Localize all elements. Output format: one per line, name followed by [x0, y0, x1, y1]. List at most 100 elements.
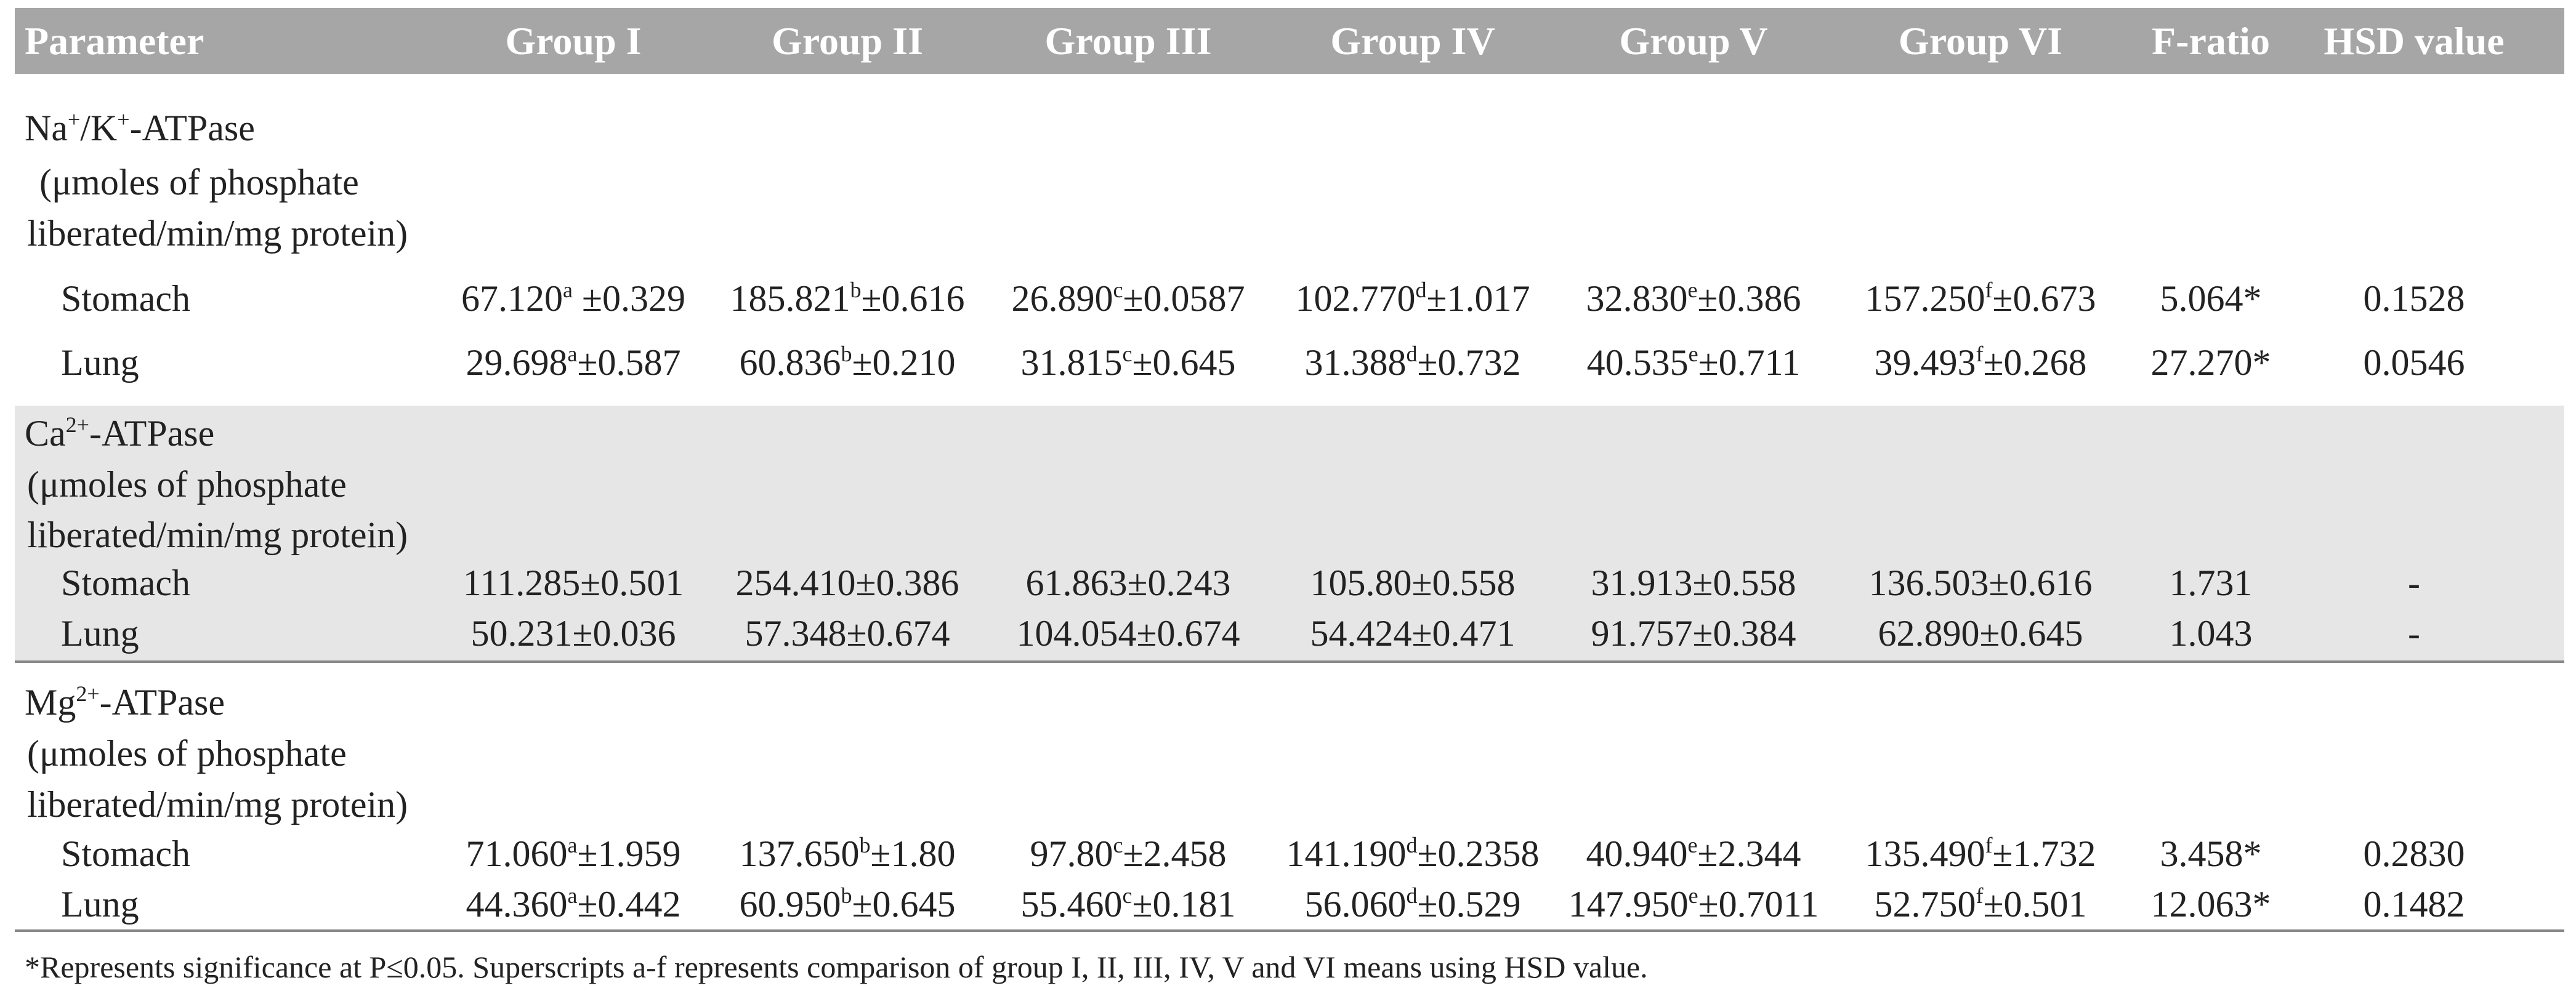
- cell: 147.950e±0.7011: [1569, 883, 1819, 923]
- sd: ±0.529: [1417, 884, 1521, 925]
- superscript: f: [1976, 883, 1984, 908]
- cell: 31.815c±0.645: [1021, 342, 1236, 383]
- sd: ±0.386: [855, 563, 959, 603]
- cell: 44.360a±0.442: [466, 883, 681, 925]
- mean: 54.424: [1310, 613, 1412, 654]
- mean: 111.285: [462, 563, 581, 603]
- superscript: e: [1688, 883, 1698, 908]
- column-header: Group II: [771, 19, 924, 63]
- cell: 157.250f±0.673: [1865, 278, 2096, 317]
- sd: ±0.384: [1692, 613, 1796, 654]
- text: -ATPase: [89, 413, 215, 454]
- parameter-name: Mg2+-ATPase: [25, 682, 225, 723]
- cell: 254.410±0.386: [736, 564, 959, 601]
- parameter-unit: liberated/min/mg protein): [27, 784, 408, 825]
- cell: 31.388d±0.732: [1305, 343, 1521, 381]
- sd: ±0.558: [1692, 563, 1796, 603]
- superscript: b: [850, 278, 862, 302]
- column-header: Group I: [505, 19, 642, 63]
- mean: 61.863: [1025, 563, 1128, 603]
- header-bar: [15, 8, 2564, 74]
- superscript: c: [1122, 883, 1133, 908]
- cell: 31.913±0.558: [1591, 564, 1796, 601]
- sd: ±0.645: [852, 884, 956, 925]
- cell: 136.503±0.616: [1869, 564, 2093, 601]
- cell: 60.950b±0.645: [740, 884, 956, 925]
- sd: ±1.732: [1992, 833, 2096, 874]
- mean: 91.757: [1591, 613, 1693, 654]
- cell: 141.190d±0.2358: [1286, 833, 1540, 874]
- sd: ±0.036: [572, 613, 676, 654]
- row-label: Stomach: [61, 278, 190, 319]
- superscript: f: [1985, 833, 1993, 857]
- superscript: c: [1113, 278, 1123, 302]
- sd: ±0.645: [1132, 342, 1236, 383]
- mean: 136.503: [1868, 563, 1989, 603]
- sd: ±0.645: [1979, 613, 2083, 654]
- section-shade: [15, 406, 2564, 662]
- mean: 26.890: [1011, 278, 1113, 319]
- sd: ±0.616: [861, 278, 965, 319]
- superscript: b: [859, 833, 871, 857]
- text: Na: [25, 108, 68, 148]
- superscript: +: [67, 107, 81, 132]
- superscript: f: [1985, 278, 1993, 302]
- mean: 137.650: [739, 833, 860, 874]
- column-header: Parameter: [25, 19, 204, 63]
- mean: 50.231: [470, 613, 573, 654]
- rule: [15, 660, 2564, 663]
- text: Ca: [25, 413, 66, 454]
- cell: 111.285±0.501: [463, 564, 684, 601]
- sd: ±0.442: [577, 884, 681, 925]
- hsd-value: -: [2408, 613, 2420, 654]
- mean: 56.060: [1304, 884, 1407, 925]
- superscript: d: [1415, 278, 1427, 302]
- sd: ±0.210: [852, 342, 956, 383]
- sd: ±0.711: [1698, 342, 1801, 383]
- sd: ±1.959: [577, 833, 681, 874]
- sd: ±0.268: [1983, 342, 2087, 383]
- sd: ±0.2358: [1417, 833, 1540, 874]
- f-ratio: 3.458*: [2160, 833, 2262, 874]
- sd: ±0.243: [1127, 563, 1231, 603]
- hsd-value: 0.1482: [2363, 884, 2465, 925]
- mean: 185.821: [730, 278, 850, 319]
- sd: ±0.181: [1132, 884, 1236, 925]
- cell: 56.060d±0.529: [1304, 884, 1521, 925]
- cell: 40.535e±0.711: [1586, 342, 1801, 383]
- mean: 62.890: [1878, 613, 1980, 654]
- mean: 135.490: [1865, 833, 1985, 874]
- mean: 39.493: [1874, 342, 1976, 383]
- hsd-value: 0.2830: [2363, 833, 2465, 874]
- sd: ±0.386: [1697, 278, 1801, 319]
- f-ratio: 1.731: [2169, 563, 2253, 603]
- cell: 102.770d±1.017: [1296, 278, 1530, 317]
- superscript: e: [1688, 342, 1698, 366]
- cell: 40.940e±2.344: [1586, 833, 1801, 874]
- row-label: Stomach: [61, 563, 190, 603]
- text: Mg: [25, 682, 76, 723]
- mean: 141.190: [1286, 833, 1407, 874]
- sd: ±2.344: [1697, 833, 1801, 874]
- mean: 40.535: [1586, 342, 1689, 383]
- superscript: a: [567, 883, 578, 908]
- sd: ±0.587: [577, 342, 681, 383]
- cell: 29.698a±0.587: [466, 342, 681, 383]
- cell: 39.493f±0.268: [1874, 342, 2087, 383]
- sd: ±0.471: [1411, 613, 1516, 654]
- mean: 57.348: [745, 613, 847, 654]
- mean: 32.830: [1586, 278, 1688, 319]
- footnote: *Represents significance at P≤0.05. Supe…: [25, 950, 1648, 984]
- cell: 32.830e±0.386: [1586, 278, 1801, 319]
- mean: 104.054: [1016, 613, 1137, 654]
- row-label: Lung: [61, 613, 139, 654]
- cell: 91.757±0.384: [1591, 615, 1796, 652]
- superscript: +: [117, 107, 130, 132]
- parameter-unit: (μmoles of phosphate: [27, 733, 347, 774]
- sd: ±0.329: [573, 278, 685, 319]
- mean: 31.913: [1591, 563, 1693, 603]
- superscript: e: [1687, 833, 1698, 857]
- parameter-unit: liberated/min/mg protein): [27, 515, 408, 555]
- cell: 54.424±0.471: [1310, 615, 1516, 652]
